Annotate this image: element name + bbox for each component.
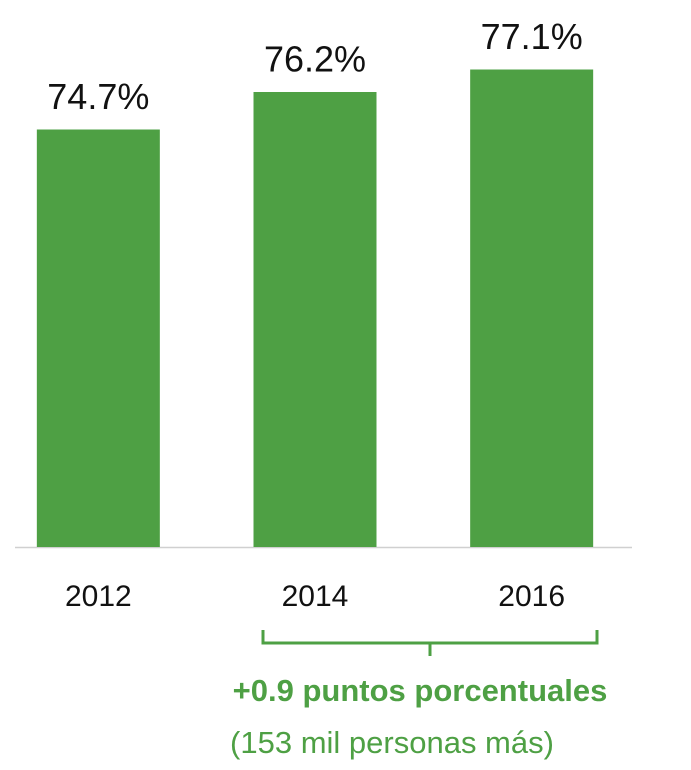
annotation: (153 mil personas más) (230, 725, 554, 760)
annotation: +0.9 puntos porcentuales (233, 673, 608, 708)
value-label: 74.7% (47, 76, 149, 117)
x-tick-label: 2014 (282, 580, 349, 613)
value-label: 76.2% (264, 39, 366, 80)
bar (253, 92, 377, 547)
x-tick-label: 2016 (498, 580, 565, 613)
bracket (261, 630, 599, 656)
x-tick-label: 2012 (65, 580, 132, 613)
bar (470, 69, 594, 547)
bar (36, 129, 160, 547)
value-label: 77.1% (481, 16, 583, 57)
